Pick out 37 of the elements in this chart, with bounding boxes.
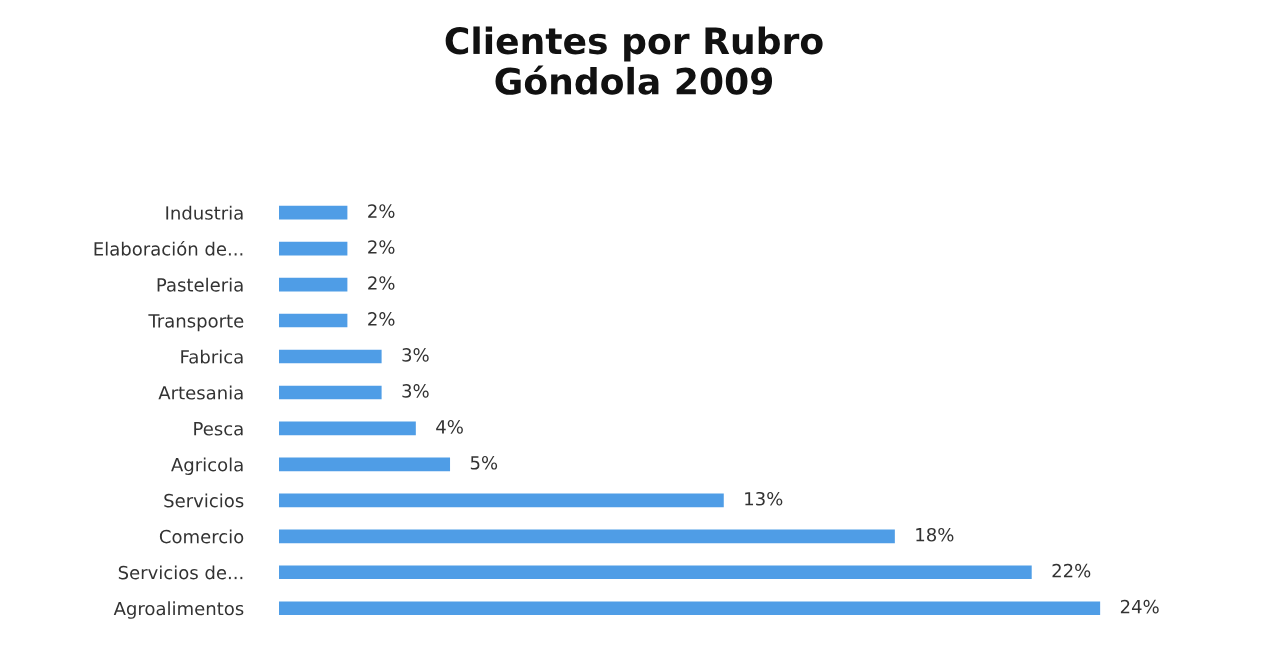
bar <box>278 421 416 436</box>
bar <box>278 601 1101 616</box>
bar <box>278 385 382 400</box>
chart-title: Clientes por Rubro Góndola 2009 <box>445 26 823 95</box>
data-label: 13% <box>745 491 783 506</box>
data-label: 5% <box>470 455 498 470</box>
data-label: 2% <box>368 312 395 326</box>
data-label: 18% <box>916 527 954 542</box>
bar <box>278 529 895 544</box>
data-label: 3% <box>402 384 429 398</box>
data-label: 2% <box>368 276 395 290</box>
data-label: 2% <box>368 204 395 218</box>
bar <box>278 349 382 364</box>
y-tick-label: Pesca <box>194 422 243 436</box>
y-tick-label: Servicios <box>164 493 244 508</box>
data-label: 24% <box>1120 599 1159 614</box>
y-tick-label: Fabrica <box>181 349 243 364</box>
y-tick-label: Servicios de... <box>118 565 243 580</box>
data-label: 3% <box>402 348 429 362</box>
y-tick-label: Elaboración de... <box>94 241 243 256</box>
y-tick-label: Comercio <box>159 529 244 544</box>
bar <box>278 493 724 508</box>
bar <box>278 565 1032 580</box>
y-tick-label: Agricola <box>171 457 243 475</box>
bar <box>278 313 348 328</box>
bar <box>278 457 451 472</box>
data-label: 4% <box>436 420 463 434</box>
y-tick-label: Industria <box>166 205 243 220</box>
bar <box>278 277 348 292</box>
data-label: 22% <box>1052 563 1091 578</box>
y-tick-label: Artesania <box>158 385 243 400</box>
bar <box>278 205 348 220</box>
bar <box>278 241 348 256</box>
data-label: 2% <box>368 240 395 254</box>
y-tick-label: Agroalimentos <box>113 601 244 619</box>
y-tick-label: Transporte <box>148 314 244 332</box>
y-tick-label: Pasteleria <box>157 277 243 292</box>
